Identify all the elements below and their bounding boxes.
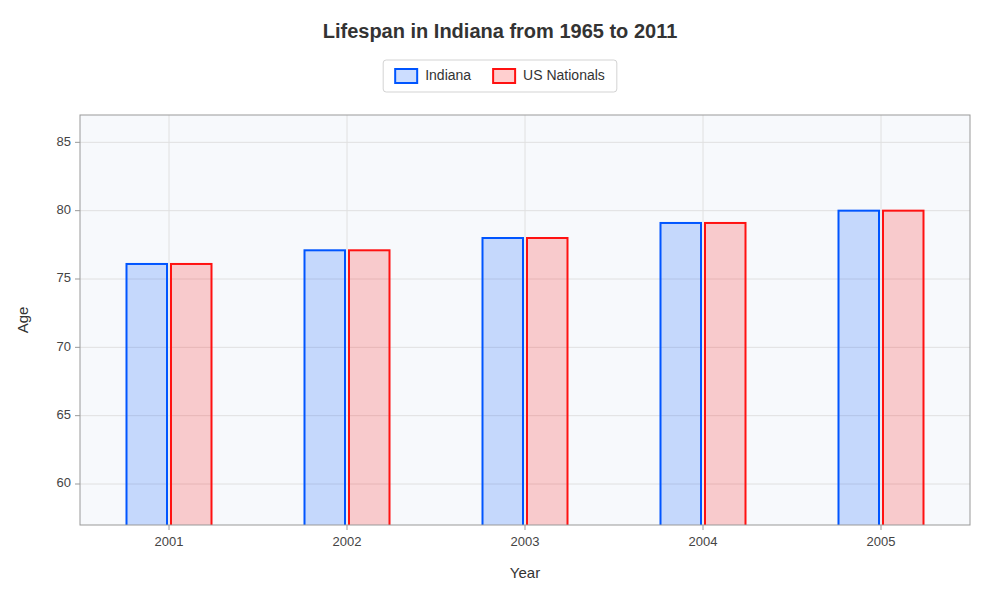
y-tick bbox=[75, 142, 80, 143]
legend-item: Indiana bbox=[395, 67, 471, 83]
plot-frame bbox=[80, 115, 970, 525]
plot-background bbox=[80, 115, 970, 525]
x-grid-line bbox=[169, 115, 170, 525]
bar bbox=[527, 238, 568, 525]
legend-label: Indiana bbox=[425, 67, 471, 83]
x-tick bbox=[881, 525, 882, 530]
x-grid-line bbox=[347, 115, 348, 525]
x-tick bbox=[703, 525, 704, 530]
x-tick bbox=[169, 525, 170, 530]
x-tick-label: 2004 bbox=[689, 534, 718, 549]
x-axis-label: Year bbox=[510, 564, 540, 581]
x-tick-label: 2002 bbox=[333, 534, 362, 549]
chart-container: 60 65 70 75 80 85 2001 2002 2003 2004 2005 Year Age L… bbox=[0, 0, 1000, 600]
chart-svg: 60 65 70 75 80 85 2001 2002 2003 2004 2005 Year Age L… bbox=[0, 0, 1000, 600]
x-tick-label: 2003 bbox=[511, 534, 540, 549]
bar bbox=[171, 264, 212, 525]
x-axis: 2001 2002 2003 2004 2005 bbox=[155, 525, 896, 549]
y-tick bbox=[75, 484, 80, 485]
x-tick-label: 2001 bbox=[155, 534, 184, 549]
x-grid-line bbox=[703, 115, 704, 525]
legend-swatch bbox=[395, 69, 417, 83]
x-tick-label: 2005 bbox=[867, 534, 896, 549]
bar bbox=[349, 250, 390, 525]
bar bbox=[127, 264, 168, 525]
legend-swatch bbox=[493, 69, 515, 83]
legend-item: US Nationals bbox=[493, 67, 605, 83]
title: Lifespan in Indiana from 1965 to 2011 bbox=[323, 20, 678, 42]
legend: Indiana US Nationals bbox=[383, 60, 617, 92]
y-tick bbox=[75, 279, 80, 280]
y-tick bbox=[75, 210, 80, 211]
y-tick-label: 85 bbox=[57, 134, 71, 149]
legend-box bbox=[383, 60, 617, 92]
y-tick-label: 80 bbox=[57, 202, 71, 217]
bar bbox=[883, 211, 924, 525]
grid bbox=[80, 115, 970, 525]
bar bbox=[305, 250, 346, 525]
x-grid-line bbox=[881, 115, 882, 525]
bars bbox=[127, 211, 924, 525]
bar bbox=[839, 211, 880, 525]
x-grid-line bbox=[525, 115, 526, 525]
y-tick-label: 65 bbox=[57, 407, 71, 422]
legend-label: US Nationals bbox=[523, 67, 605, 83]
y-tick-label: 60 bbox=[57, 475, 71, 490]
y-axis: 60 65 70 75 80 85 bbox=[57, 134, 80, 491]
y-tick-label: 70 bbox=[57, 339, 71, 354]
bar bbox=[661, 223, 702, 525]
y-tick bbox=[75, 347, 80, 348]
y-tick-label: 75 bbox=[57, 270, 71, 285]
x-tick bbox=[347, 525, 348, 530]
bar bbox=[483, 238, 524, 525]
bar bbox=[705, 223, 746, 525]
x-tick bbox=[525, 525, 526, 530]
y-axis-label: Age bbox=[14, 307, 31, 334]
y-tick bbox=[75, 415, 80, 416]
